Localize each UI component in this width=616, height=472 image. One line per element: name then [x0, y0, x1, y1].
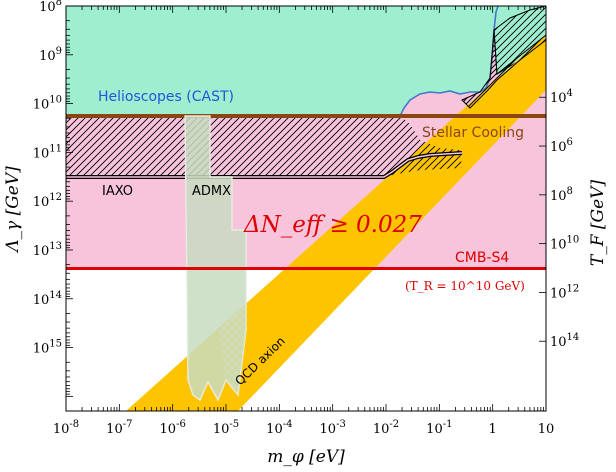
cast-label: Helioscopes (CAST): [98, 89, 234, 105]
y-right-tick-label: 1012: [550, 283, 579, 301]
plot-frame: [65, 5, 547, 412]
stellar-cooling-hatch: [66, 116, 462, 177]
y-left-tick-label: 1012: [33, 192, 62, 210]
y-left-tick-label: 108: [39, 0, 62, 15]
axis-ticks: [65, 5, 547, 411]
x-tick-label: 10: [538, 422, 555, 437]
y-left-tick-label: 109: [39, 46, 62, 64]
y-left-tick-label: 1011: [33, 143, 62, 161]
x-tick-label: 1: [489, 422, 497, 437]
x-tick-label: 10-8: [53, 419, 79, 437]
y-left-tick-label: 1010: [33, 95, 62, 113]
stellar-cooling-label: Stellar Cooling: [422, 125, 524, 141]
x-tick-label: 10-5: [213, 419, 239, 437]
delta-neff-label: ΔN_eff ≥ 0.027: [243, 212, 422, 238]
cast-region: [66, 6, 546, 116]
y-right-tick-label: 1010: [550, 235, 579, 253]
cmb-s4-line: [66, 267, 546, 270]
admx-label: ADMX: [192, 184, 231, 199]
y-axis-right-title: T_F [GeV]: [588, 180, 608, 267]
x-tick-label: 10-2: [373, 419, 399, 437]
iaxo-hatched-upper: [461, 29, 546, 109]
x-tick-label: 10-7: [106, 419, 132, 437]
cmb-s4-label: CMB-S4: [455, 250, 509, 266]
iaxo-curve-inner: [66, 152, 463, 178]
y-right-tick-label: 104: [550, 88, 573, 106]
y-right-tick-label: 106: [550, 137, 573, 155]
y-left-tick-label: 1014: [33, 290, 62, 308]
x-tick-label: 10-1: [426, 419, 452, 437]
y-right-tick-label: 108: [550, 186, 573, 204]
iaxo-label: IAXO: [102, 184, 133, 199]
y-right-tick-label: 1014: [550, 332, 579, 350]
x-tick-label: 10-4: [266, 419, 292, 437]
y-left-tick-label: 1013: [33, 241, 62, 259]
tr-note-label: (T_R = 10^10 GeV): [405, 279, 525, 293]
axis-tick-labels: 10-8 10-7 10-6 10-5 10-4 10-3 10-2 10-1 1 10 108 10…: [33, 0, 580, 437]
y-left-tick-label: 1015: [33, 339, 62, 357]
admx-crosshatch: [215, 260, 246, 395]
stellar-cooling-line: [66, 114, 546, 118]
x-axis-title: m_φ [eV]: [267, 447, 345, 467]
y-axis-left-title: Λ_γ [GeV]: [3, 166, 23, 254]
x-tick-label: 10-3: [320, 419, 346, 437]
x-tick-label: 10-6: [160, 419, 186, 437]
